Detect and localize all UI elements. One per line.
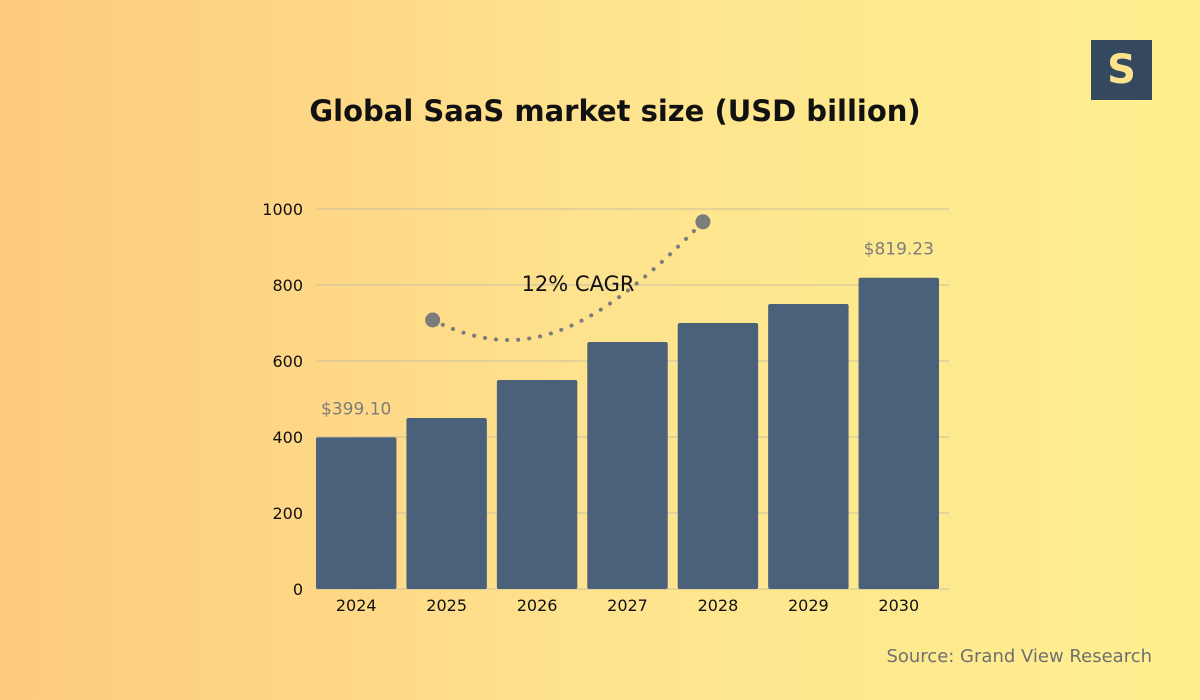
bar bbox=[858, 277, 939, 589]
bar bbox=[768, 304, 849, 589]
x-tick-label: 2026 bbox=[517, 596, 558, 615]
source-note: Source: Grand View Research bbox=[886, 646, 1152, 667]
data-label: $819.23 bbox=[864, 240, 934, 260]
y-tick-label: 600 bbox=[272, 352, 303, 371]
y-tick-label: 0 bbox=[293, 580, 303, 599]
y-axis-ticks: 0 200 400 600 800 1000 bbox=[262, 200, 303, 599]
y-tick-label: 400 bbox=[272, 428, 303, 447]
cagr-curve bbox=[430, 219, 705, 342]
y-tick-label: 200 bbox=[272, 504, 303, 523]
chart-title: Global SaaS market size (USD billion) bbox=[309, 94, 921, 128]
bar bbox=[496, 380, 578, 589]
x-tick-label: 2024 bbox=[336, 596, 377, 615]
bar bbox=[677, 323, 759, 589]
cagr-label: 12% CAGR bbox=[522, 272, 635, 296]
x-tick-label: 2028 bbox=[698, 596, 739, 615]
x-tick-label: 2027 bbox=[607, 596, 648, 615]
x-tick-label: 2025 bbox=[426, 596, 467, 615]
cagr-end-dot bbox=[695, 214, 711, 230]
data-labels: $399.10 $819.23 bbox=[321, 240, 934, 420]
brand-logo-icon: S bbox=[1091, 40, 1152, 100]
bars bbox=[316, 277, 939, 589]
bar bbox=[406, 418, 487, 589]
x-tick-label: 2030 bbox=[878, 596, 919, 615]
data-label: $399.10 bbox=[321, 399, 391, 419]
bar bbox=[587, 342, 668, 589]
cagr-annotation: 12% CAGR bbox=[425, 214, 711, 342]
x-tick-label: 2029 bbox=[788, 596, 829, 615]
x-axis-ticks: 2024 2025 2026 2027 2028 2029 2030 bbox=[336, 596, 919, 615]
bar bbox=[316, 437, 397, 589]
y-tick-label: 800 bbox=[272, 276, 303, 295]
y-tick-label: 1000 bbox=[262, 200, 303, 219]
cagr-start-dot bbox=[425, 312, 441, 328]
